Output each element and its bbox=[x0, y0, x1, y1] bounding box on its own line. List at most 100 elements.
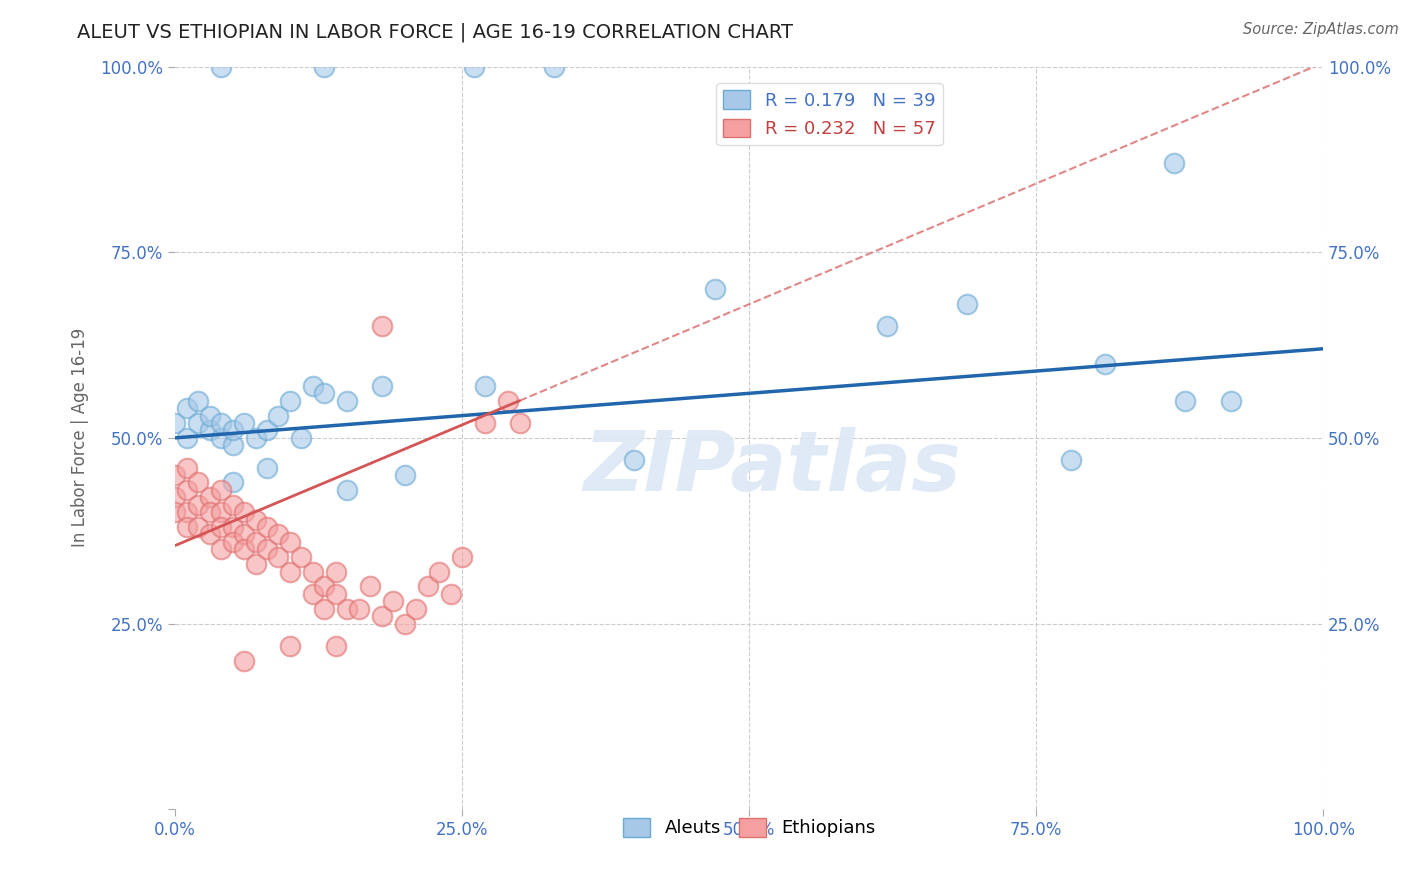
Point bbox=[176, 401, 198, 416]
Point bbox=[1059, 453, 1081, 467]
Legend: Aleuts, Ethiopians: Aleuts, Ethiopians bbox=[616, 811, 882, 845]
Point bbox=[956, 297, 979, 311]
Point bbox=[325, 565, 347, 579]
Point bbox=[165, 468, 187, 483]
Point bbox=[314, 601, 336, 615]
Point bbox=[336, 483, 359, 497]
Point bbox=[209, 483, 232, 497]
Point bbox=[221, 520, 243, 534]
Point bbox=[509, 416, 531, 430]
Text: ZIPatlas: ZIPatlas bbox=[583, 427, 962, 508]
Point bbox=[314, 386, 336, 401]
Point bbox=[336, 393, 359, 408]
Point bbox=[394, 616, 416, 631]
Point bbox=[245, 512, 267, 526]
Point bbox=[256, 542, 278, 557]
Point bbox=[405, 601, 427, 615]
Point bbox=[221, 475, 243, 490]
Point bbox=[1174, 393, 1197, 408]
Point bbox=[221, 438, 243, 452]
Point bbox=[876, 319, 898, 334]
Point bbox=[1163, 156, 1185, 170]
Point bbox=[359, 579, 381, 593]
Point bbox=[278, 639, 301, 653]
Point bbox=[278, 534, 301, 549]
Point bbox=[221, 498, 243, 512]
Point bbox=[451, 549, 474, 564]
Point bbox=[233, 505, 256, 519]
Point bbox=[496, 393, 519, 408]
Point bbox=[198, 490, 221, 504]
Text: ALEUT VS ETHIOPIAN IN LABOR FORCE | AGE 16-19 CORRELATION CHART: ALEUT VS ETHIOPIAN IN LABOR FORCE | AGE … bbox=[77, 22, 793, 42]
Point bbox=[233, 416, 256, 430]
Point bbox=[267, 409, 290, 423]
Point bbox=[256, 520, 278, 534]
Point bbox=[371, 319, 394, 334]
Point bbox=[325, 587, 347, 601]
Point bbox=[290, 549, 312, 564]
Point bbox=[176, 483, 198, 497]
Point bbox=[440, 587, 463, 601]
Point bbox=[278, 565, 301, 579]
Point bbox=[198, 409, 221, 423]
Point bbox=[245, 534, 267, 549]
Point bbox=[209, 431, 232, 445]
Point bbox=[209, 542, 232, 557]
Point bbox=[187, 393, 209, 408]
Point bbox=[221, 534, 243, 549]
Y-axis label: In Labor Force | Age 16-19: In Labor Force | Age 16-19 bbox=[72, 328, 89, 548]
Point bbox=[187, 498, 209, 512]
Point bbox=[325, 639, 347, 653]
Point bbox=[474, 379, 496, 393]
Point bbox=[314, 60, 336, 74]
Point bbox=[233, 654, 256, 668]
Point bbox=[290, 431, 312, 445]
Point bbox=[302, 587, 325, 601]
Point bbox=[198, 424, 221, 438]
Point bbox=[463, 60, 485, 74]
Point bbox=[176, 505, 198, 519]
Point bbox=[245, 557, 267, 571]
Point bbox=[233, 527, 256, 541]
Point bbox=[543, 60, 565, 74]
Point bbox=[371, 609, 394, 624]
Point bbox=[623, 453, 645, 467]
Point bbox=[165, 505, 187, 519]
Point bbox=[209, 505, 232, 519]
Point bbox=[209, 520, 232, 534]
Point bbox=[187, 416, 209, 430]
Point bbox=[314, 579, 336, 593]
Point bbox=[233, 542, 256, 557]
Point bbox=[267, 527, 290, 541]
Point bbox=[165, 416, 187, 430]
Point bbox=[1220, 393, 1243, 408]
Point bbox=[209, 60, 232, 74]
Point bbox=[474, 416, 496, 430]
Point bbox=[394, 468, 416, 483]
Point bbox=[371, 379, 394, 393]
Text: Source: ZipAtlas.com: Source: ZipAtlas.com bbox=[1243, 22, 1399, 37]
Point bbox=[176, 431, 198, 445]
Point bbox=[198, 527, 221, 541]
Point bbox=[267, 549, 290, 564]
Point bbox=[382, 594, 405, 608]
Point bbox=[1094, 357, 1116, 371]
Point bbox=[165, 490, 187, 504]
Point bbox=[347, 601, 370, 615]
Point bbox=[256, 424, 278, 438]
Point bbox=[176, 460, 198, 475]
Point bbox=[176, 520, 198, 534]
Point bbox=[256, 460, 278, 475]
Point bbox=[245, 431, 267, 445]
Point bbox=[302, 379, 325, 393]
Point bbox=[198, 505, 221, 519]
Point bbox=[416, 579, 439, 593]
Point bbox=[336, 601, 359, 615]
Point bbox=[221, 424, 243, 438]
Point bbox=[278, 393, 301, 408]
Point bbox=[209, 416, 232, 430]
Point bbox=[427, 565, 450, 579]
Point bbox=[703, 282, 725, 296]
Point bbox=[187, 520, 209, 534]
Point bbox=[187, 475, 209, 490]
